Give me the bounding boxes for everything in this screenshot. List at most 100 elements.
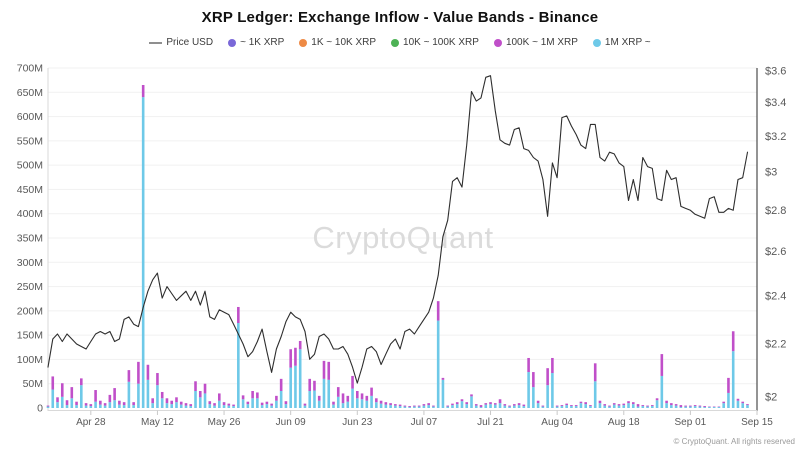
bar-100k-1m-xrp <box>560 405 564 407</box>
bar-100k-1m-xrp <box>589 405 592 407</box>
bar-1m-xrp <box>332 404 335 408</box>
bar-100k-1m-xrp <box>622 403 626 406</box>
bar-100k-1m-xrp <box>508 405 511 407</box>
bar-100k-1m-xrp <box>327 361 331 380</box>
bar-1m-xrp <box>627 403 630 408</box>
bar-1m-xrp <box>284 404 288 408</box>
bar-100k-1m-xrp <box>65 400 69 406</box>
bar-100k-1m-xrp <box>303 403 307 406</box>
bar-100k-1m-xrp <box>346 395 350 402</box>
bar-100k-1m-xrp <box>370 387 373 396</box>
bar-1m-xrp <box>565 405 568 408</box>
x-axis-tick-label: Aug 18 <box>608 417 640 428</box>
bar-100k-1m-xrp <box>408 406 411 408</box>
bar-1m-xrp <box>522 406 526 408</box>
bar-100k-1m-xrp <box>170 400 174 405</box>
bar-100k-1m-xrp <box>251 391 254 399</box>
right-axis-tick-label: $3 <box>765 167 777 179</box>
bar-100k-1m-xrp <box>727 377 730 393</box>
bar-100k-1m-xrp <box>565 403 568 406</box>
bar-100k-1m-xrp <box>489 402 492 405</box>
bar-1m-xrp <box>403 406 407 408</box>
bar-1m-xrp <box>727 392 730 408</box>
bar-100k-1m-xrp <box>593 363 597 382</box>
bar-100k-1m-xrp <box>256 392 259 399</box>
legend-label: Price USD <box>166 37 214 48</box>
bar-1m-xrp <box>660 375 664 408</box>
bar-100k-1m-xrp <box>536 400 540 404</box>
bar-100k-1m-xrp <box>141 85 145 98</box>
bar-1m-xrp <box>446 406 450 408</box>
bar-100k-1m-xrp <box>493 403 497 405</box>
bar-1m-xrp <box>484 404 488 408</box>
bar-1m-xrp <box>474 405 478 408</box>
bar-100k-1m-xrp <box>165 398 169 404</box>
bar-100k-1m-xrp <box>146 364 150 380</box>
x-axis-tick-label: May 12 <box>141 417 174 428</box>
bar-100k-1m-xrp <box>608 405 611 407</box>
right-axis-tick-label: $3.4 <box>765 97 786 109</box>
bar-1m-xrp <box>508 406 511 408</box>
bar-1m-xrp <box>432 406 435 408</box>
left-axis-tick-label: 50M <box>23 378 43 390</box>
bar-1m-xrp <box>336 396 340 408</box>
bar-100k-1m-xrp <box>698 405 702 407</box>
bar-100k-1m-xrp <box>474 404 478 406</box>
bar-1m-xrp <box>679 407 683 408</box>
bar-100k-1m-xrp <box>651 405 654 407</box>
bar-1m-xrp <box>617 405 621 408</box>
left-axis-tick-label: 250M <box>17 281 43 293</box>
bar-1m-xrp <box>151 403 154 408</box>
bar-100k-1m-xrp <box>546 368 549 386</box>
legend-item-1k[interactable]: ~ 1K XRP <box>228 37 284 48</box>
bar-1m-xrp <box>622 405 626 408</box>
bar-100k-1m-xrp <box>665 400 668 404</box>
bar-1m-xrp <box>351 388 354 408</box>
bar-100k-1m-xrp <box>584 402 587 405</box>
right-axis-tick-label: $2.6 <box>765 246 786 258</box>
right-axis-tick-label: $3.6 <box>765 66 786 78</box>
bar-1m-xrp <box>684 406 687 408</box>
band-100k-1m-dot-icon <box>493 38 502 47</box>
bar-1m-xrp <box>741 403 745 408</box>
bar-1m-xrp <box>346 401 350 408</box>
bar-100k-1m-xrp <box>617 404 621 406</box>
legend-item-10k-100k[interactable]: 10K ~ 100K XRP <box>391 37 479 48</box>
bar-100k-1m-xrp <box>360 393 364 400</box>
bar-100k-1m-xrp <box>674 404 678 406</box>
bar-1m-xrp <box>118 404 121 408</box>
bar-100k-1m-xrp <box>555 405 559 407</box>
legend-item-1k-10k[interactable]: 1K ~ 10K XRP <box>299 37 376 48</box>
bar-100k-1m-xrp <box>670 403 673 406</box>
bar-100k-1m-xrp <box>227 403 231 406</box>
left-axis-tick-label: 150M <box>17 330 43 342</box>
plot-area[interactable] <box>48 68 757 408</box>
left-axis-tick-label: 500M <box>17 160 43 172</box>
bar-100k-1m-xrp <box>660 354 664 376</box>
bar-100k-1m-xrp <box>289 349 292 368</box>
left-axis-tick-label: 700M <box>17 63 43 75</box>
legend-item-price-usd[interactable]: Price USD <box>149 37 213 48</box>
bar-100k-1m-xrp <box>441 377 445 380</box>
bar-100k-1m-xrp <box>89 404 93 407</box>
bar-100k-1m-xrp <box>479 405 483 408</box>
bar-1m-xrp <box>489 404 492 408</box>
bar-1m-xrp <box>536 403 540 408</box>
bar-1m-xrp <box>513 405 516 408</box>
bar-100k-1m-xrp <box>712 406 716 408</box>
bar-1m-xrp <box>227 405 231 408</box>
bar-1m-xrp <box>298 349 302 408</box>
bar-100k-1m-xrp <box>279 378 283 391</box>
bar-1m-xrp <box>137 383 140 408</box>
bar-1m-xrp <box>417 406 421 408</box>
bar-100k-1m-xrp <box>436 301 440 321</box>
right-axis-labels: $3.6 $3.4 $3.2 $3 $2.8 $2.6 $2.4 $2.2 $2 <box>765 66 786 404</box>
legend-item-1m[interactable]: 1M XRP ~ <box>592 37 651 48</box>
bar-100k-1m-xrp <box>351 375 354 389</box>
bar-1m-xrp <box>555 406 559 408</box>
legend-item-100k-1m[interactable]: 100K ~ 1M XRP <box>493 37 578 48</box>
bar-1m-xrp <box>603 405 607 408</box>
right-axis-tick-label: $2.2 <box>765 338 786 350</box>
gridlines <box>48 67 757 385</box>
